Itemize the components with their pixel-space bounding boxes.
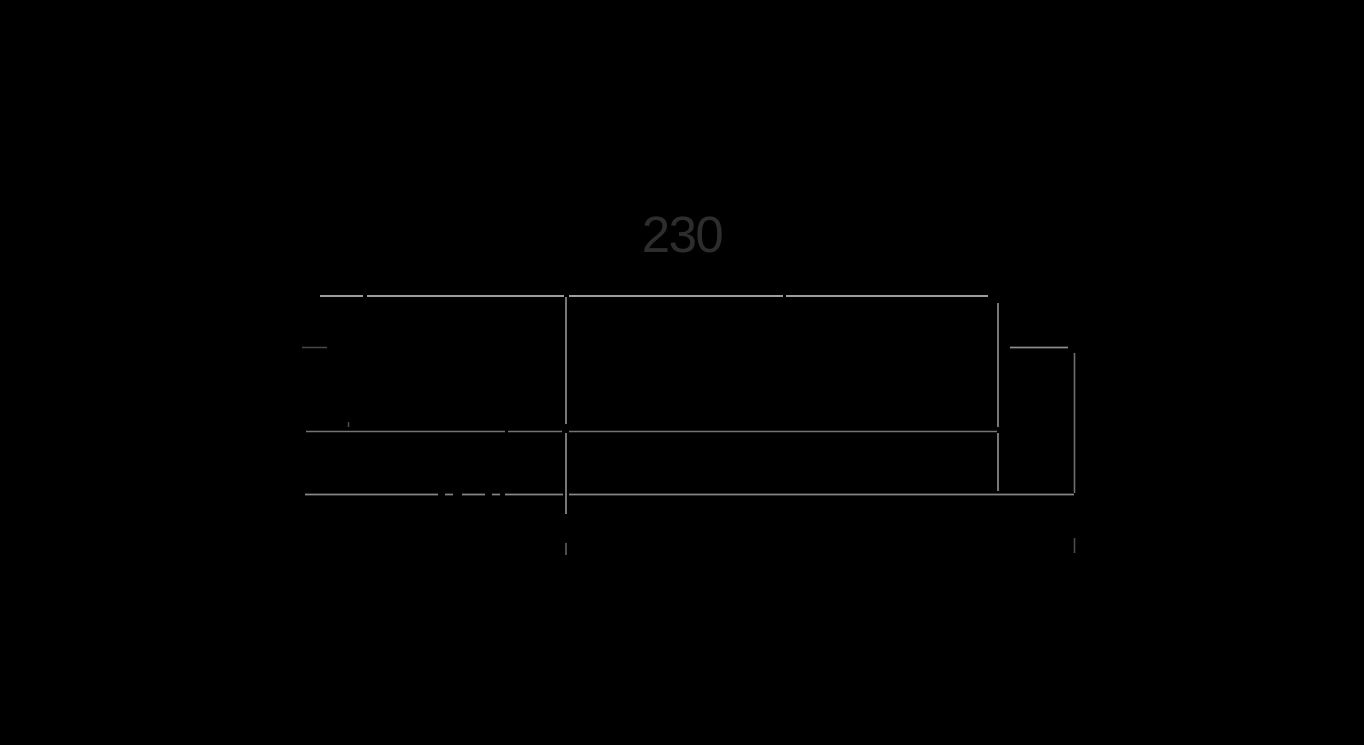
dimension-label: 230: [641, 206, 724, 263]
